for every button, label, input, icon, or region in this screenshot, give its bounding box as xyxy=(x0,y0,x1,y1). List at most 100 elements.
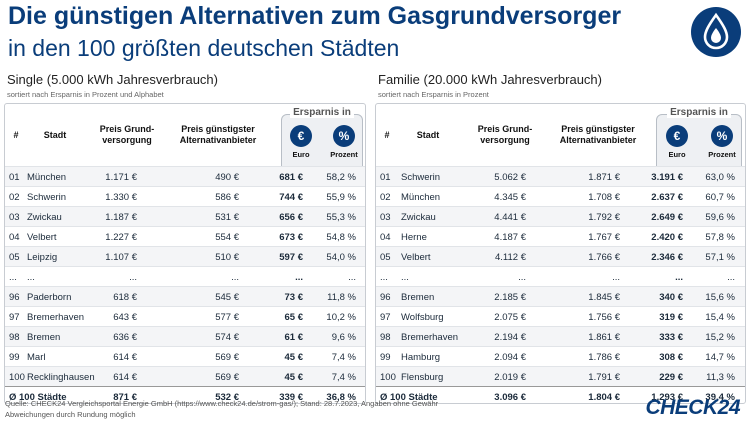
table-row: .................. xyxy=(5,266,365,286)
ersparnis-label: Ersparnis in xyxy=(667,107,731,118)
col-prozent: Prozent xyxy=(330,150,358,159)
rounding-note: Abweichungen durch Rundung möglich xyxy=(5,410,136,419)
cell-saving-percent: 54,8 % xyxy=(326,232,356,243)
cell-saving-percent: 55,9 % xyxy=(326,192,356,203)
cell-city: München xyxy=(27,172,67,183)
table-row: 96 Paderborn 618 € 545 € 73 € 11,8 % xyxy=(5,286,365,306)
cell-saving-euro: 2.420 € xyxy=(651,232,683,243)
cell-grund-price: 618 € xyxy=(113,292,137,303)
cell-city: ... xyxy=(27,272,35,283)
col-grund: Preis Grund-versorgung xyxy=(99,124,155,145)
single-panel: Single (5.000 kWh Jahresverbrauch) sorti… xyxy=(4,72,366,404)
cell-saving-euro: 2.346 € xyxy=(651,252,683,263)
col-grund: Preis Grund-versorgung xyxy=(477,124,533,145)
cell-city: Zwickau xyxy=(401,212,436,223)
cell-saving-euro: 333 € xyxy=(659,332,683,343)
cell-saving-euro: 229 € xyxy=(659,372,683,383)
col-euro: Euro xyxy=(292,150,310,159)
cell-saving-euro: 45 € xyxy=(284,372,304,383)
cell-saving-euro: 65 € xyxy=(284,312,304,323)
col-city: Stadt xyxy=(43,130,67,140)
cell-alt-price: 569 € xyxy=(215,372,239,383)
cell-rank: 98 xyxy=(380,332,391,343)
table-row: 99 Hamburg 2.094 € 1.786 € 308 € 14,7 % xyxy=(376,346,745,366)
cell-grund-price: 2.185 € xyxy=(494,292,526,303)
cell-alt-price: 531 € xyxy=(215,212,239,223)
cell-city: Leipzig xyxy=(27,252,58,263)
cell-city: Bremerhaven xyxy=(401,332,459,343)
cell-rank: 05 xyxy=(9,252,20,263)
cell-rank: 97 xyxy=(9,312,20,323)
cell-grund-price: 614 € xyxy=(113,372,137,383)
cell-saving-percent: 15,4 % xyxy=(705,312,735,323)
cell-alt-price: 1.845 € xyxy=(588,292,620,303)
col-alt: Preis günstigster Alternativanbieter xyxy=(559,124,637,145)
euro-icon: € xyxy=(290,125,312,147)
cell-alt-price: 586 € xyxy=(215,192,239,203)
table-row: 98 Bremen 636 € 574 € 61 € 9,6 % xyxy=(5,326,365,346)
cell-saving-percent: 11,8 % xyxy=(327,292,356,303)
cell-city: Bremerhaven xyxy=(27,312,85,323)
cell-rank: 99 xyxy=(380,352,391,363)
page-subtitle: in den 100 größten deutschen Städten xyxy=(8,35,400,61)
cell-rank: 100 xyxy=(9,372,25,383)
cell-saving-euro: 339 € xyxy=(279,392,303,403)
cell-rank: ... xyxy=(9,272,17,283)
cell-grund-price: ... xyxy=(129,272,137,283)
cell-saving-percent: 63,0 % xyxy=(705,172,735,183)
check24-logo: CHECK24 xyxy=(645,396,740,419)
familie-table: Ersparnis in € % Euro Prozent # Stadt Pr… xyxy=(375,103,746,404)
cell-saving-percent: ... xyxy=(727,272,735,283)
ersparnis-group: Ersparnis in € % Euro Prozent xyxy=(281,107,363,174)
familie-panel: Familie (20.000 kWh Jahresverbrauch) sor… xyxy=(375,72,746,404)
table-row: 100 Recklinghausen 614 € 569 € 45 € 7,4 % xyxy=(5,366,365,386)
cell-grund-price: 4.345 € xyxy=(494,192,526,203)
cell-alt-price: 532 € xyxy=(215,392,239,403)
cell-saving-euro: ... xyxy=(295,272,303,283)
cell-alt-price: 1.708 € xyxy=(588,192,620,203)
familie-heading: Familie (20.000 kWh Jahresverbrauch) xyxy=(378,72,602,87)
col-prozent: Prozent xyxy=(708,150,736,159)
cell-alt-price: 1.756 € xyxy=(588,312,620,323)
cell-saving-percent: 15,6 % xyxy=(705,292,735,303)
table-row: 04 Herne 4.187 € 1.767 € 2.420 € 57,8 % xyxy=(376,226,745,246)
cell-saving-percent: 55,3 % xyxy=(326,212,356,223)
cell-alt-price: ... xyxy=(231,272,239,283)
cell-alt-price: 545 € xyxy=(215,292,239,303)
col-euro: Euro xyxy=(668,150,686,159)
cell-saving-percent: 57,8 % xyxy=(705,232,735,243)
col-num: # xyxy=(13,130,19,140)
cell-grund-price: 1.330 € xyxy=(105,192,137,203)
table-row: .................. xyxy=(376,266,745,286)
cell-grund-price: 1.171 € xyxy=(105,172,137,183)
table-row: 97 Wolfsburg 2.075 € 1.756 € 319 € 15,4 % xyxy=(376,306,745,326)
cell-saving-percent: 7,4 % xyxy=(331,372,356,383)
cell-alt-price: 490 € xyxy=(215,172,239,183)
cell-city: Velbert xyxy=(27,232,57,243)
cell-grund-price: 3.096 € xyxy=(494,392,526,403)
cell-city: Flensburg xyxy=(401,372,444,383)
table-row: 97 Bremerhaven 643 € 577 € 65 € 10,2 % xyxy=(5,306,365,326)
ersparnis-label: Ersparnis in xyxy=(290,107,354,118)
table-row: 98 Bremerhaven 2.194 € 1.861 € 333 € 15,2 % xyxy=(376,326,745,346)
table-row: 05 Leipzig 1.107 € 510 € 597 € 54,0 % xyxy=(5,246,365,266)
cell-alt-price: 1.766 € xyxy=(588,252,620,263)
cell-city: Marl xyxy=(27,352,46,363)
cell-city: Schwerin xyxy=(401,172,441,183)
cell-rank: 05 xyxy=(380,252,391,263)
cell-city: Schwerin xyxy=(27,192,67,203)
cell-rank: 02 xyxy=(380,192,391,203)
table-row: 04 Velbert 1.227 € 554 € 673 € 54,8 % xyxy=(5,226,365,246)
cell-city: Wolfsburg xyxy=(401,312,444,323)
cell-grund-price: 636 € xyxy=(113,332,137,343)
table-header: # Stadt Preis Grund-versorgung Preis gün… xyxy=(376,120,745,162)
cell-alt-price: 574 € xyxy=(215,332,239,343)
table-row: 100 Flensburg 2.019 € 1.791 € 229 € 11,3 % xyxy=(376,366,745,386)
cell-alt-price: 1.791 € xyxy=(588,372,620,383)
cell-rank: 01 xyxy=(9,172,20,183)
cell-city: Paderborn xyxy=(27,292,72,303)
cell-rank: 03 xyxy=(380,212,391,223)
single-table: Ersparnis in € % Euro Prozent # Stadt Pr… xyxy=(4,103,366,404)
cell-saving-percent: 59,6 % xyxy=(705,212,735,223)
cell-grund-price: 1.187 € xyxy=(105,212,137,223)
